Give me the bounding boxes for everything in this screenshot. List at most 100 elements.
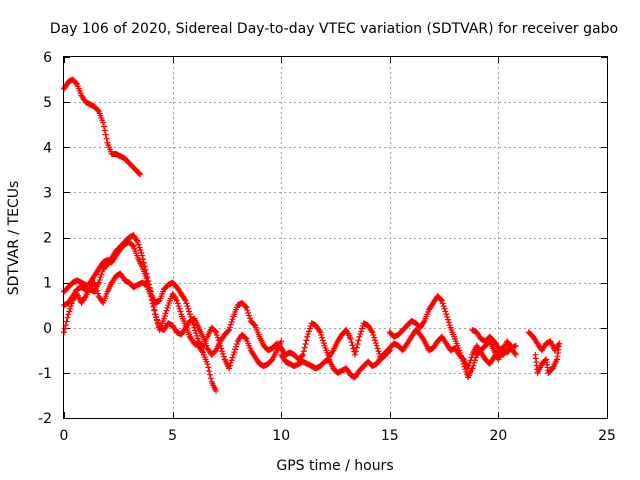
data-point (67, 303, 74, 310)
data-point (242, 335, 249, 342)
data-point (91, 279, 98, 286)
y-tick-label: 1 (43, 276, 52, 292)
data-point (227, 321, 234, 328)
data-point (151, 307, 158, 314)
data-point (228, 357, 235, 364)
data-point (278, 338, 285, 345)
data-point (68, 300, 75, 307)
data-point (229, 354, 236, 361)
data-point (461, 363, 468, 370)
data-point (164, 304, 171, 311)
series-track-5 (278, 327, 519, 381)
data-point (420, 336, 427, 343)
series-track-8 (525, 329, 563, 376)
data-point (137, 171, 144, 178)
data-point (352, 348, 359, 355)
data-point (64, 314, 71, 321)
data-point (233, 343, 240, 350)
data-point (214, 334, 221, 341)
data-point (439, 300, 446, 307)
data-point (213, 329, 220, 336)
data-point (319, 334, 326, 341)
data-point (184, 303, 191, 310)
data-point (173, 296, 180, 303)
data-point (446, 322, 453, 329)
data-point (181, 296, 188, 303)
data-point (102, 131, 109, 138)
data-point (175, 303, 182, 310)
data-point (153, 313, 160, 320)
data-point (469, 365, 476, 372)
series-track-1 (61, 76, 144, 178)
data-point (302, 340, 309, 347)
y-tick-label: 4 (43, 140, 52, 156)
axis-ticks: 0 5 10 15 20 25 -2 -1 0 1 2 3 4 5 6 (38, 50, 616, 444)
x-tick-label: 10 (272, 428, 290, 444)
data-point (226, 327, 233, 334)
grid-lines (64, 57, 607, 418)
data-point (370, 331, 377, 338)
data-point (438, 297, 445, 304)
data-point (357, 331, 364, 338)
data-point (300, 348, 307, 355)
data-point (304, 333, 311, 340)
data-point (148, 296, 155, 303)
data-point (458, 352, 465, 359)
data-point (152, 311, 159, 318)
data-point (329, 348, 336, 355)
data-point (306, 328, 313, 335)
data-point (213, 387, 220, 394)
y-tick-label: -1 (38, 366, 52, 382)
data-point (143, 275, 150, 282)
data-point (150, 303, 157, 310)
data-point (220, 353, 227, 360)
data-point (445, 316, 452, 323)
x-tick-label: 20 (489, 428, 507, 444)
data-point (161, 313, 168, 320)
data-point (137, 247, 144, 254)
data-point (61, 325, 68, 332)
data-point (369, 329, 376, 336)
data-point (194, 335, 201, 342)
data-point (375, 348, 382, 355)
x-tick-label: 15 (381, 428, 399, 444)
data-point (244, 307, 251, 314)
data-point (232, 346, 239, 353)
data-point (136, 244, 143, 251)
data-point (160, 315, 167, 322)
x-tick-label: 25 (598, 428, 616, 444)
data-point (185, 305, 192, 312)
data-point (245, 309, 252, 316)
data-point (507, 343, 514, 350)
data-point (205, 364, 212, 371)
data-point (458, 355, 465, 362)
data-point (508, 342, 515, 349)
series-track-7 (469, 327, 515, 358)
data-point (358, 325, 365, 332)
x-tick-label: 0 (60, 428, 69, 444)
data-point (144, 278, 151, 285)
data-point (444, 313, 451, 320)
data-point (316, 327, 323, 334)
data-point (63, 318, 70, 325)
data-point (100, 123, 107, 130)
data-point (226, 324, 233, 331)
data-point (139, 252, 146, 259)
data-point (162, 310, 169, 317)
data-point (94, 290, 101, 297)
data-point (355, 337, 362, 344)
data-point (456, 347, 463, 354)
data-point (186, 311, 193, 318)
series-track-4 (61, 270, 393, 363)
data-point (251, 321, 258, 328)
data-point (230, 351, 237, 358)
data-point (98, 271, 105, 278)
data-point (190, 322, 197, 329)
data-point (368, 327, 375, 334)
data-point (443, 311, 450, 318)
plot-frame (63, 56, 608, 419)
data-point (317, 329, 324, 336)
data-point (96, 276, 103, 283)
data-point (81, 294, 88, 301)
